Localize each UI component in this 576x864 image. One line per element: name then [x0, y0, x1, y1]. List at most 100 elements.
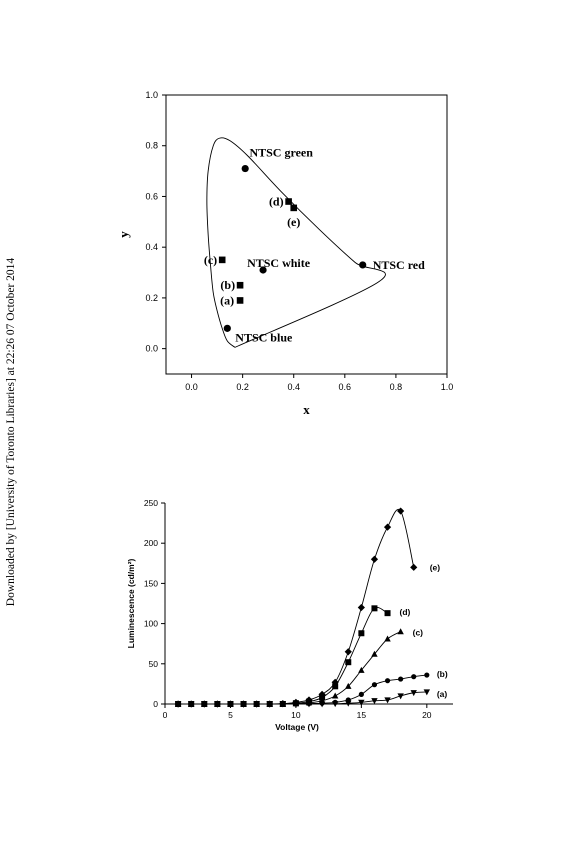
data-point-marker: [266, 700, 274, 708]
series-line: [178, 631, 401, 705]
data-point-marker: [384, 678, 391, 684]
x-axis-title: Voltage (V): [275, 722, 319, 732]
data-point-marker: [358, 630, 365, 637]
series-label: (c): [413, 628, 424, 638]
x-tick-label: 20: [422, 710, 432, 720]
data-point-marker: [279, 699, 287, 708]
data-point-marker: [200, 700, 208, 708]
x-tick-label: 10: [291, 710, 301, 720]
data-point-marker: [344, 648, 352, 656]
y-tick-label: 50: [149, 659, 159, 669]
data-point-marker: [332, 683, 339, 690]
data-point-marker: [371, 682, 378, 688]
ntsc-point-label: NTSC blue: [235, 330, 293, 344]
y-tick-label: 0.8: [145, 141, 158, 151]
ntsc-point-label: NTSC green: [249, 146, 313, 160]
sample-point-marker: [285, 198, 292, 205]
data-point-marker: [370, 555, 379, 563]
y-tick-label: 0.4: [145, 242, 158, 252]
y-tick-label: 0.0: [145, 344, 158, 354]
data-point-marker: [397, 693, 404, 700]
y-tick-label: 200: [144, 538, 158, 548]
sample-point-label: (c): [204, 253, 217, 267]
series-line: [178, 607, 388, 705]
data-point-marker: [345, 700, 352, 707]
data-point-marker: [357, 603, 365, 612]
sample-point-marker: [236, 281, 244, 289]
x-tick-label: 5: [228, 710, 233, 720]
data-point-marker: [187, 700, 195, 708]
data-point-marker: [371, 605, 378, 612]
data-point-marker: [358, 666, 365, 673]
data-point-marker: [358, 699, 365, 706]
x-tick-label: 15: [357, 710, 367, 720]
data-point-marker: [383, 523, 392, 531]
data-point-marker: [397, 628, 404, 635]
data-point-marker: [318, 690, 326, 698]
sample-point-label: (e): [287, 215, 300, 229]
data-point-marker: [384, 635, 391, 642]
y-tick-label: 0.6: [145, 191, 158, 201]
data-point-marker: [410, 690, 417, 697]
data-point-marker: [424, 672, 430, 678]
x-tick-label: 0.0: [185, 382, 198, 392]
data-point-marker: [345, 697, 351, 703]
plot-frame: [165, 94, 448, 375]
y-tick-label: 0.2: [145, 293, 158, 303]
data-point-marker: [371, 698, 378, 705]
ntsc-point-marker: [241, 164, 249, 173]
ntsc-point-marker: [259, 266, 267, 274]
sample-point-marker: [218, 256, 226, 264]
x-tick-label: 0.2: [236, 382, 249, 392]
x-axis-title: x: [303, 402, 310, 417]
sample-point-label: (d): [269, 195, 284, 209]
data-point-marker: [345, 659, 352, 666]
series-label: (b): [437, 669, 448, 679]
ntsc-point-label: NTSC white: [247, 256, 311, 270]
y-tick-label: 100: [144, 619, 158, 629]
data-point-marker: [423, 689, 431, 696]
sample-point-marker: [236, 297, 244, 304]
ntsc-point-label: NTSC red: [373, 258, 425, 272]
ntsc-point-marker: [223, 324, 231, 332]
data-point-marker: [174, 700, 182, 708]
data-point-marker: [292, 698, 300, 706]
series-line: [178, 509, 415, 705]
series-label: (e): [430, 562, 441, 572]
series-label: (a): [437, 689, 448, 699]
sample-point-label: (a): [220, 293, 234, 307]
y-axis-title: Luminescence (cd/m²): [126, 558, 136, 648]
sample-point-marker: [290, 204, 298, 212]
data-point-marker: [398, 676, 404, 682]
data-point-marker: [239, 700, 248, 708]
series-label: (d): [400, 607, 411, 617]
data-point-marker: [384, 697, 391, 704]
x-tick-label: 0: [163, 710, 168, 720]
sample-point-label: (b): [220, 278, 235, 292]
data-point-marker: [384, 610, 391, 617]
data-point-marker: [358, 691, 364, 697]
data-point-marker: [345, 682, 352, 689]
data-point-marker: [213, 700, 221, 708]
x-tick-label: 0.8: [390, 382, 403, 392]
data-point-marker: [410, 563, 418, 571]
data-point-marker: [411, 674, 417, 680]
data-point-marker: [331, 678, 339, 686]
x-tick-label: 0.4: [287, 382, 300, 392]
spectral-locus-curve: [206, 137, 386, 348]
data-point-marker: [397, 507, 405, 515]
y-tick-label: 150: [144, 578, 158, 588]
data-point-marker: [253, 700, 261, 708]
y-tick-label: 250: [144, 498, 158, 508]
x-tick-label: 0.6: [339, 382, 352, 392]
y-axis-title: y: [116, 231, 131, 238]
data-point-marker: [371, 650, 378, 657]
data-point-marker: [305, 696, 313, 704]
ntsc-point-marker: [359, 261, 367, 269]
y-tick-label: 1.0: [145, 90, 158, 100]
data-point-marker: [331, 692, 339, 699]
data-point-marker: [226, 700, 235, 708]
x-tick-label: 1.0: [441, 382, 454, 392]
